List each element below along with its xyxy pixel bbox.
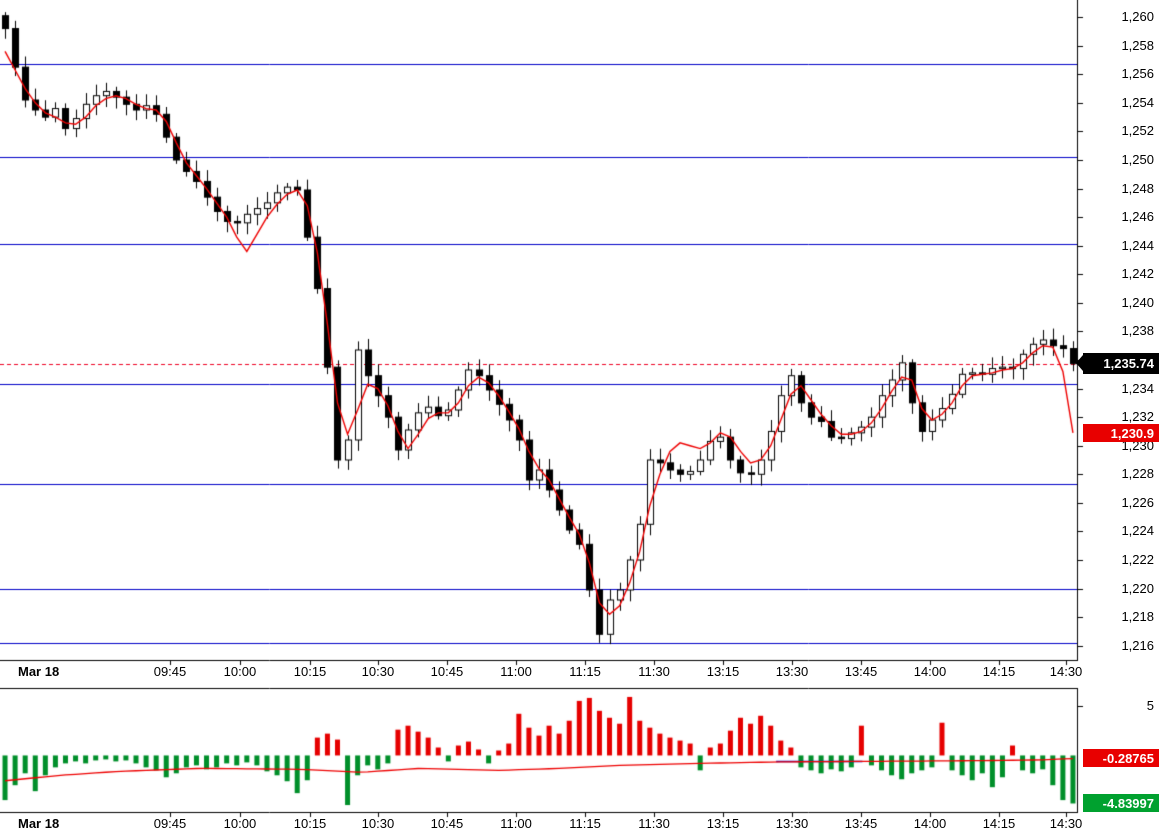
indicator-scale-label: 5	[1146, 697, 1154, 713]
price-axis-label: 1,234	[1121, 380, 1154, 396]
price-axis-label: 1,260	[1121, 9, 1154, 25]
price-axis-label: 1,246	[1121, 209, 1154, 225]
price-axis-label: 1,250	[1121, 152, 1154, 167]
time-axis-label: 10:00	[223, 816, 257, 831]
main-time-axis[interactable]: Mar 18 09:45 10:00 10:15 10:30 10:45 11:00 11:…	[0, 661, 1159, 687]
time-axis-label: 10:15	[293, 664, 327, 679]
price-axis-label: 1,256	[1121, 66, 1154, 82]
time-axis-label: 13:45	[844, 664, 878, 679]
time-axis-label: 11:00	[500, 664, 532, 679]
price-axis-label: 1,218	[1121, 609, 1154, 625]
lower-time-axis[interactable]: Mar 18 09:45 10:00 10:15 10:30 10:45 11:00 11:…	[0, 813, 1159, 832]
time-axis-label: 14:00	[913, 664, 947, 679]
price-axis[interactable]: 1,260 1,258 1,256 1,254 1,252 1,250 1,248 1,246…	[1078, 0, 1159, 660]
time-axis-label: 13:30	[775, 816, 809, 831]
time-axis-label: 09:45	[153, 664, 187, 679]
time-axis-label: 14:15	[982, 664, 1016, 679]
ma-price-tag: 1,230.9	[1083, 423, 1159, 442]
indicator-hist-tag: -4.83997	[1083, 794, 1159, 813]
price-axis-label: 1,248	[1121, 180, 1154, 196]
price-axis-label: 1,228	[1121, 466, 1154, 482]
price-axis-label: 1,254	[1121, 94, 1154, 110]
price-axis-label: 1,232	[1121, 409, 1154, 425]
time-axis-label: 11:30	[638, 664, 670, 679]
price-axis-label: 1,220	[1121, 580, 1154, 596]
time-axis-label: 10:45	[430, 664, 464, 679]
time-axis-label: 09:45	[153, 816, 187, 831]
date-label: Mar 18	[18, 664, 60, 679]
time-axis-label: 10:30	[361, 664, 395, 679]
price-axis-label: 1,238	[1121, 323, 1154, 339]
time-axis-label: 10:30	[361, 816, 395, 831]
time-axis-label: 11:30	[638, 816, 670, 831]
time-axis-label: 14:15	[982, 816, 1016, 831]
price-axis-label: 1,242	[1121, 266, 1154, 282]
price-axis-label: 1,244	[1121, 237, 1154, 253]
date-label: Mar 18	[18, 816, 60, 831]
price-axis-label: 1,240	[1121, 294, 1154, 310]
time-axis-label: 14:00	[913, 816, 947, 831]
time-axis-label: 11:00	[500, 816, 532, 831]
time-axis-label: 14:30	[1049, 664, 1083, 679]
time-axis-label: 10:00	[223, 664, 257, 679]
price-axis-label: 1,222	[1121, 552, 1154, 567]
time-axis-label: 13:30	[775, 664, 809, 679]
price-axis-label: 1,226	[1121, 494, 1154, 510]
time-axis-label: 11:15	[569, 664, 601, 679]
time-axis-label: 10:45	[430, 816, 464, 831]
price-axis-label: 1,216	[1121, 637, 1154, 653]
time-axis-label: 10:15	[293, 816, 327, 831]
time-axis-label: 13:45	[844, 816, 878, 831]
price-axis-label: 1,252	[1121, 123, 1154, 139]
time-axis-label: 11:15	[569, 816, 601, 831]
time-axis-label: 13:15	[706, 816, 740, 831]
time-axis-label: 13:15	[706, 664, 740, 679]
time-axis-label: 14:30	[1049, 816, 1083, 831]
indicator-line-tag: -0.28765	[1083, 749, 1159, 768]
last-price-tag: 1,235.74	[1083, 352, 1159, 374]
price-axis-label: 1,224	[1121, 523, 1154, 539]
price-axis-label: 1,258	[1121, 37, 1154, 53]
